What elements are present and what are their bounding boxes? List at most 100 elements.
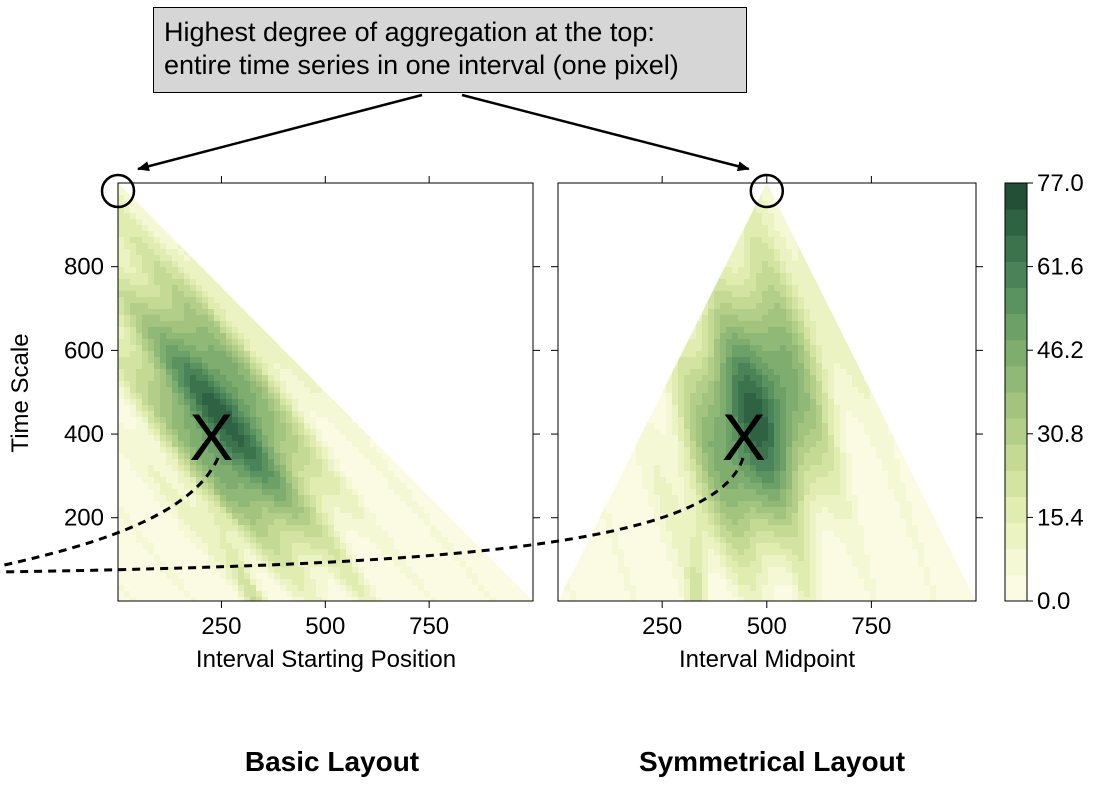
- heatmap-cell: [118, 357, 125, 364]
- heatmap-cell: [478, 357, 485, 364]
- heatmap-cell: [400, 447, 407, 454]
- heatmap-cell: [394, 333, 401, 340]
- heatmap-cell: [202, 237, 209, 244]
- heatmap-cell: [244, 579, 251, 586]
- heatmap-cell: [262, 393, 269, 400]
- heatmap-cell: [412, 369, 419, 376]
- heatmap-cell: [424, 201, 431, 208]
- heatmap-cell: [166, 579, 173, 586]
- heatmap-cell: [202, 387, 209, 394]
- heatmap-cell: [148, 363, 155, 370]
- heatmap-cell: [226, 429, 233, 436]
- heatmap-cell: [394, 567, 401, 574]
- heatmap-cell: [558, 363, 565, 370]
- heatmap-cell: [424, 375, 431, 382]
- heatmap-cell: [430, 189, 437, 196]
- heatmap-cell: [280, 483, 287, 490]
- heatmap-cell: [364, 387, 371, 394]
- heatmap-cell: [316, 387, 323, 394]
- heatmap-cell: [418, 225, 425, 232]
- heatmap-cell: [382, 375, 389, 382]
- heatmap-cell: [388, 309, 395, 316]
- heatmap-cell: [244, 477, 251, 484]
- heatmap-cell: [190, 477, 197, 484]
- heatmap-cell: [292, 237, 299, 244]
- heatmap-cell: [250, 189, 257, 196]
- heatmap-cell: [208, 411, 215, 418]
- heatmap-cell: [226, 303, 233, 310]
- heatmap-cell: [202, 591, 209, 598]
- heatmap-cell: [178, 543, 185, 550]
- heatmap-cell: [558, 405, 565, 412]
- heatmap-cell: [346, 189, 353, 196]
- heatmap-cell: [478, 513, 485, 520]
- heatmap-cell: [490, 507, 497, 514]
- heatmap-cell: [364, 585, 371, 592]
- heatmap-cell: [388, 537, 395, 544]
- heatmap-cell: [178, 381, 185, 388]
- heatmap-cell: [340, 303, 347, 310]
- heatmap-cell: [166, 483, 173, 490]
- heatmap-cell: [412, 459, 419, 466]
- heatmap-cell: [226, 189, 233, 196]
- heatmap-cell: [220, 207, 227, 214]
- heatmap-cell: [364, 363, 371, 370]
- heatmap-cell: [472, 585, 479, 592]
- heatmap-cell: [526, 261, 533, 268]
- heatmap-cell: [472, 447, 479, 454]
- heatmap-cell: [370, 399, 377, 406]
- heatmap-cell: [244, 519, 251, 526]
- heatmap-cell: [448, 219, 455, 226]
- heatmap-cell: [280, 297, 287, 304]
- heatmap-cell: [136, 291, 143, 298]
- heatmap-cell: [220, 507, 227, 514]
- heatmap-cell: [490, 555, 497, 562]
- heatmap-cell: [202, 267, 209, 274]
- heatmap-cell: [130, 345, 137, 352]
- heatmap-cell: [214, 447, 221, 454]
- heatmap-cell: [142, 231, 149, 238]
- heatmap-cell: [316, 273, 323, 280]
- heatmap-cell: [268, 357, 275, 364]
- heatmap-cell: [334, 207, 341, 214]
- heatmap-cell: [394, 327, 401, 334]
- heatmap-cell: [232, 585, 239, 592]
- heatmap-cell: [400, 501, 407, 508]
- heatmap-cell: [490, 525, 497, 532]
- heatmap-cell: [184, 531, 191, 538]
- heatmap-cell: [340, 411, 347, 418]
- heatmap-cell: [250, 381, 257, 388]
- heatmap-cell: [478, 231, 485, 238]
- heatmap-cell: [448, 477, 455, 484]
- heatmap-cell: [226, 369, 233, 376]
- heatmap-cell: [406, 405, 413, 412]
- heatmap-cell: [298, 543, 305, 550]
- heatmap-cell: [250, 561, 257, 568]
- heatmap-cell: [364, 507, 371, 514]
- heatmap-cell: [250, 345, 257, 352]
- heatmap-cell: [466, 249, 473, 256]
- heatmap-cell: [172, 441, 179, 448]
- heatmap-cell: [196, 435, 203, 442]
- heatmap-cell: [472, 495, 479, 502]
- heatmap-cell: [124, 495, 131, 502]
- heatmap-cell: [358, 183, 365, 190]
- heatmap-cell: [190, 483, 197, 490]
- heatmap-cell: [322, 411, 329, 418]
- heatmap-cell: [136, 591, 143, 598]
- heatmap-cell: [310, 273, 317, 280]
- heatmap-cell: [478, 237, 485, 244]
- heatmap-cell: [172, 183, 179, 190]
- heatmap-cell: [520, 267, 527, 274]
- heatmap-cell: [166, 297, 173, 304]
- heatmap-cell: [166, 573, 173, 580]
- heatmap-cell: [412, 519, 419, 526]
- heatmap-cell: [208, 489, 215, 496]
- heatmap-cell: [412, 315, 419, 322]
- heatmap-cell: [328, 537, 335, 544]
- heatmap-cell: [184, 321, 191, 328]
- heatmap-cell: [244, 219, 251, 226]
- heatmap-cell: [232, 207, 239, 214]
- heatmap-cell: [136, 285, 143, 292]
- heatmap-cell: [298, 495, 305, 502]
